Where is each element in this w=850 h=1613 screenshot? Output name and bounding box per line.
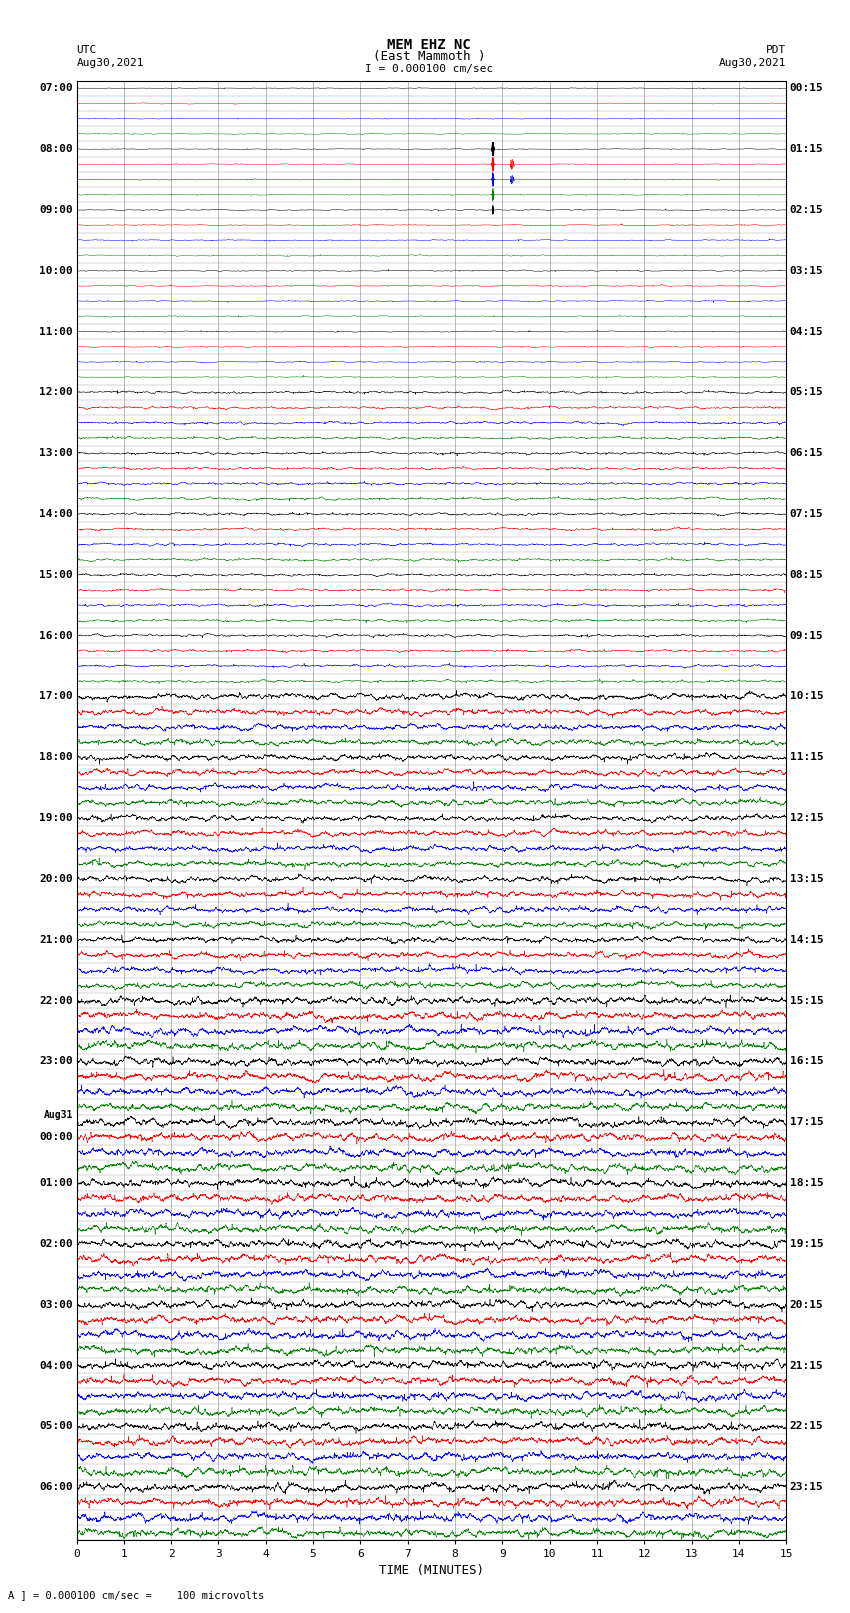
Text: 09:00: 09:00 [39,205,73,215]
X-axis label: TIME (MINUTES): TIME (MINUTES) [379,1563,484,1576]
Text: 00:00: 00:00 [39,1132,73,1142]
Text: 06:00: 06:00 [39,1482,73,1492]
Text: 22:00: 22:00 [39,995,73,1005]
Text: 23:15: 23:15 [790,1482,824,1492]
Text: 20:15: 20:15 [790,1300,824,1310]
Text: 22:15: 22:15 [790,1421,824,1431]
Text: 04:15: 04:15 [790,326,824,337]
Text: 04:00: 04:00 [39,1360,73,1371]
Text: 14:15: 14:15 [790,936,824,945]
Text: 01:15: 01:15 [790,144,824,155]
Text: 07:15: 07:15 [790,510,824,519]
Text: 10:00: 10:00 [39,266,73,276]
Text: 06:15: 06:15 [790,448,824,458]
Text: 21:15: 21:15 [790,1360,824,1371]
Text: A ] = 0.000100 cm/sec =    100 microvolts: A ] = 0.000100 cm/sec = 100 microvolts [8,1590,264,1600]
Text: 16:00: 16:00 [39,631,73,640]
Text: 13:00: 13:00 [39,448,73,458]
Text: 14:00: 14:00 [39,510,73,519]
Text: MEM EHZ NC: MEM EHZ NC [388,39,471,52]
Text: 23:00: 23:00 [39,1057,73,1066]
Text: 08:00: 08:00 [39,144,73,155]
Text: 20:00: 20:00 [39,874,73,884]
Text: 05:00: 05:00 [39,1421,73,1431]
Text: (East Mammoth ): (East Mammoth ) [373,50,485,63]
Text: 05:15: 05:15 [790,387,824,397]
Text: I = 0.000100 cm/sec: I = 0.000100 cm/sec [366,65,493,74]
Text: 08:15: 08:15 [790,569,824,579]
Text: 17:00: 17:00 [39,692,73,702]
Text: UTC: UTC [76,45,97,55]
Text: 15:00: 15:00 [39,569,73,579]
Text: 16:15: 16:15 [790,1057,824,1066]
Text: 07:00: 07:00 [39,84,73,94]
Text: 12:15: 12:15 [790,813,824,823]
Text: 19:00: 19:00 [39,813,73,823]
Text: Aug31: Aug31 [43,1110,73,1119]
Text: 19:15: 19:15 [790,1239,824,1248]
Text: 09:15: 09:15 [790,631,824,640]
Text: Aug30,2021: Aug30,2021 [76,58,144,68]
Text: 17:15: 17:15 [790,1118,824,1127]
Text: 15:15: 15:15 [790,995,824,1005]
Text: 18:15: 18:15 [790,1177,824,1189]
Text: 21:00: 21:00 [39,936,73,945]
Text: Aug30,2021: Aug30,2021 [719,58,786,68]
Text: 18:00: 18:00 [39,752,73,763]
Text: 03:00: 03:00 [39,1300,73,1310]
Text: 03:15: 03:15 [790,266,824,276]
Text: 02:00: 02:00 [39,1239,73,1248]
Text: 10:15: 10:15 [790,692,824,702]
Text: 13:15: 13:15 [790,874,824,884]
Text: 02:15: 02:15 [790,205,824,215]
Text: 11:15: 11:15 [790,752,824,763]
Text: 11:00: 11:00 [39,326,73,337]
Text: 01:00: 01:00 [39,1177,73,1189]
Text: PDT: PDT [766,45,786,55]
Text: 00:15: 00:15 [790,84,824,94]
Text: 12:00: 12:00 [39,387,73,397]
